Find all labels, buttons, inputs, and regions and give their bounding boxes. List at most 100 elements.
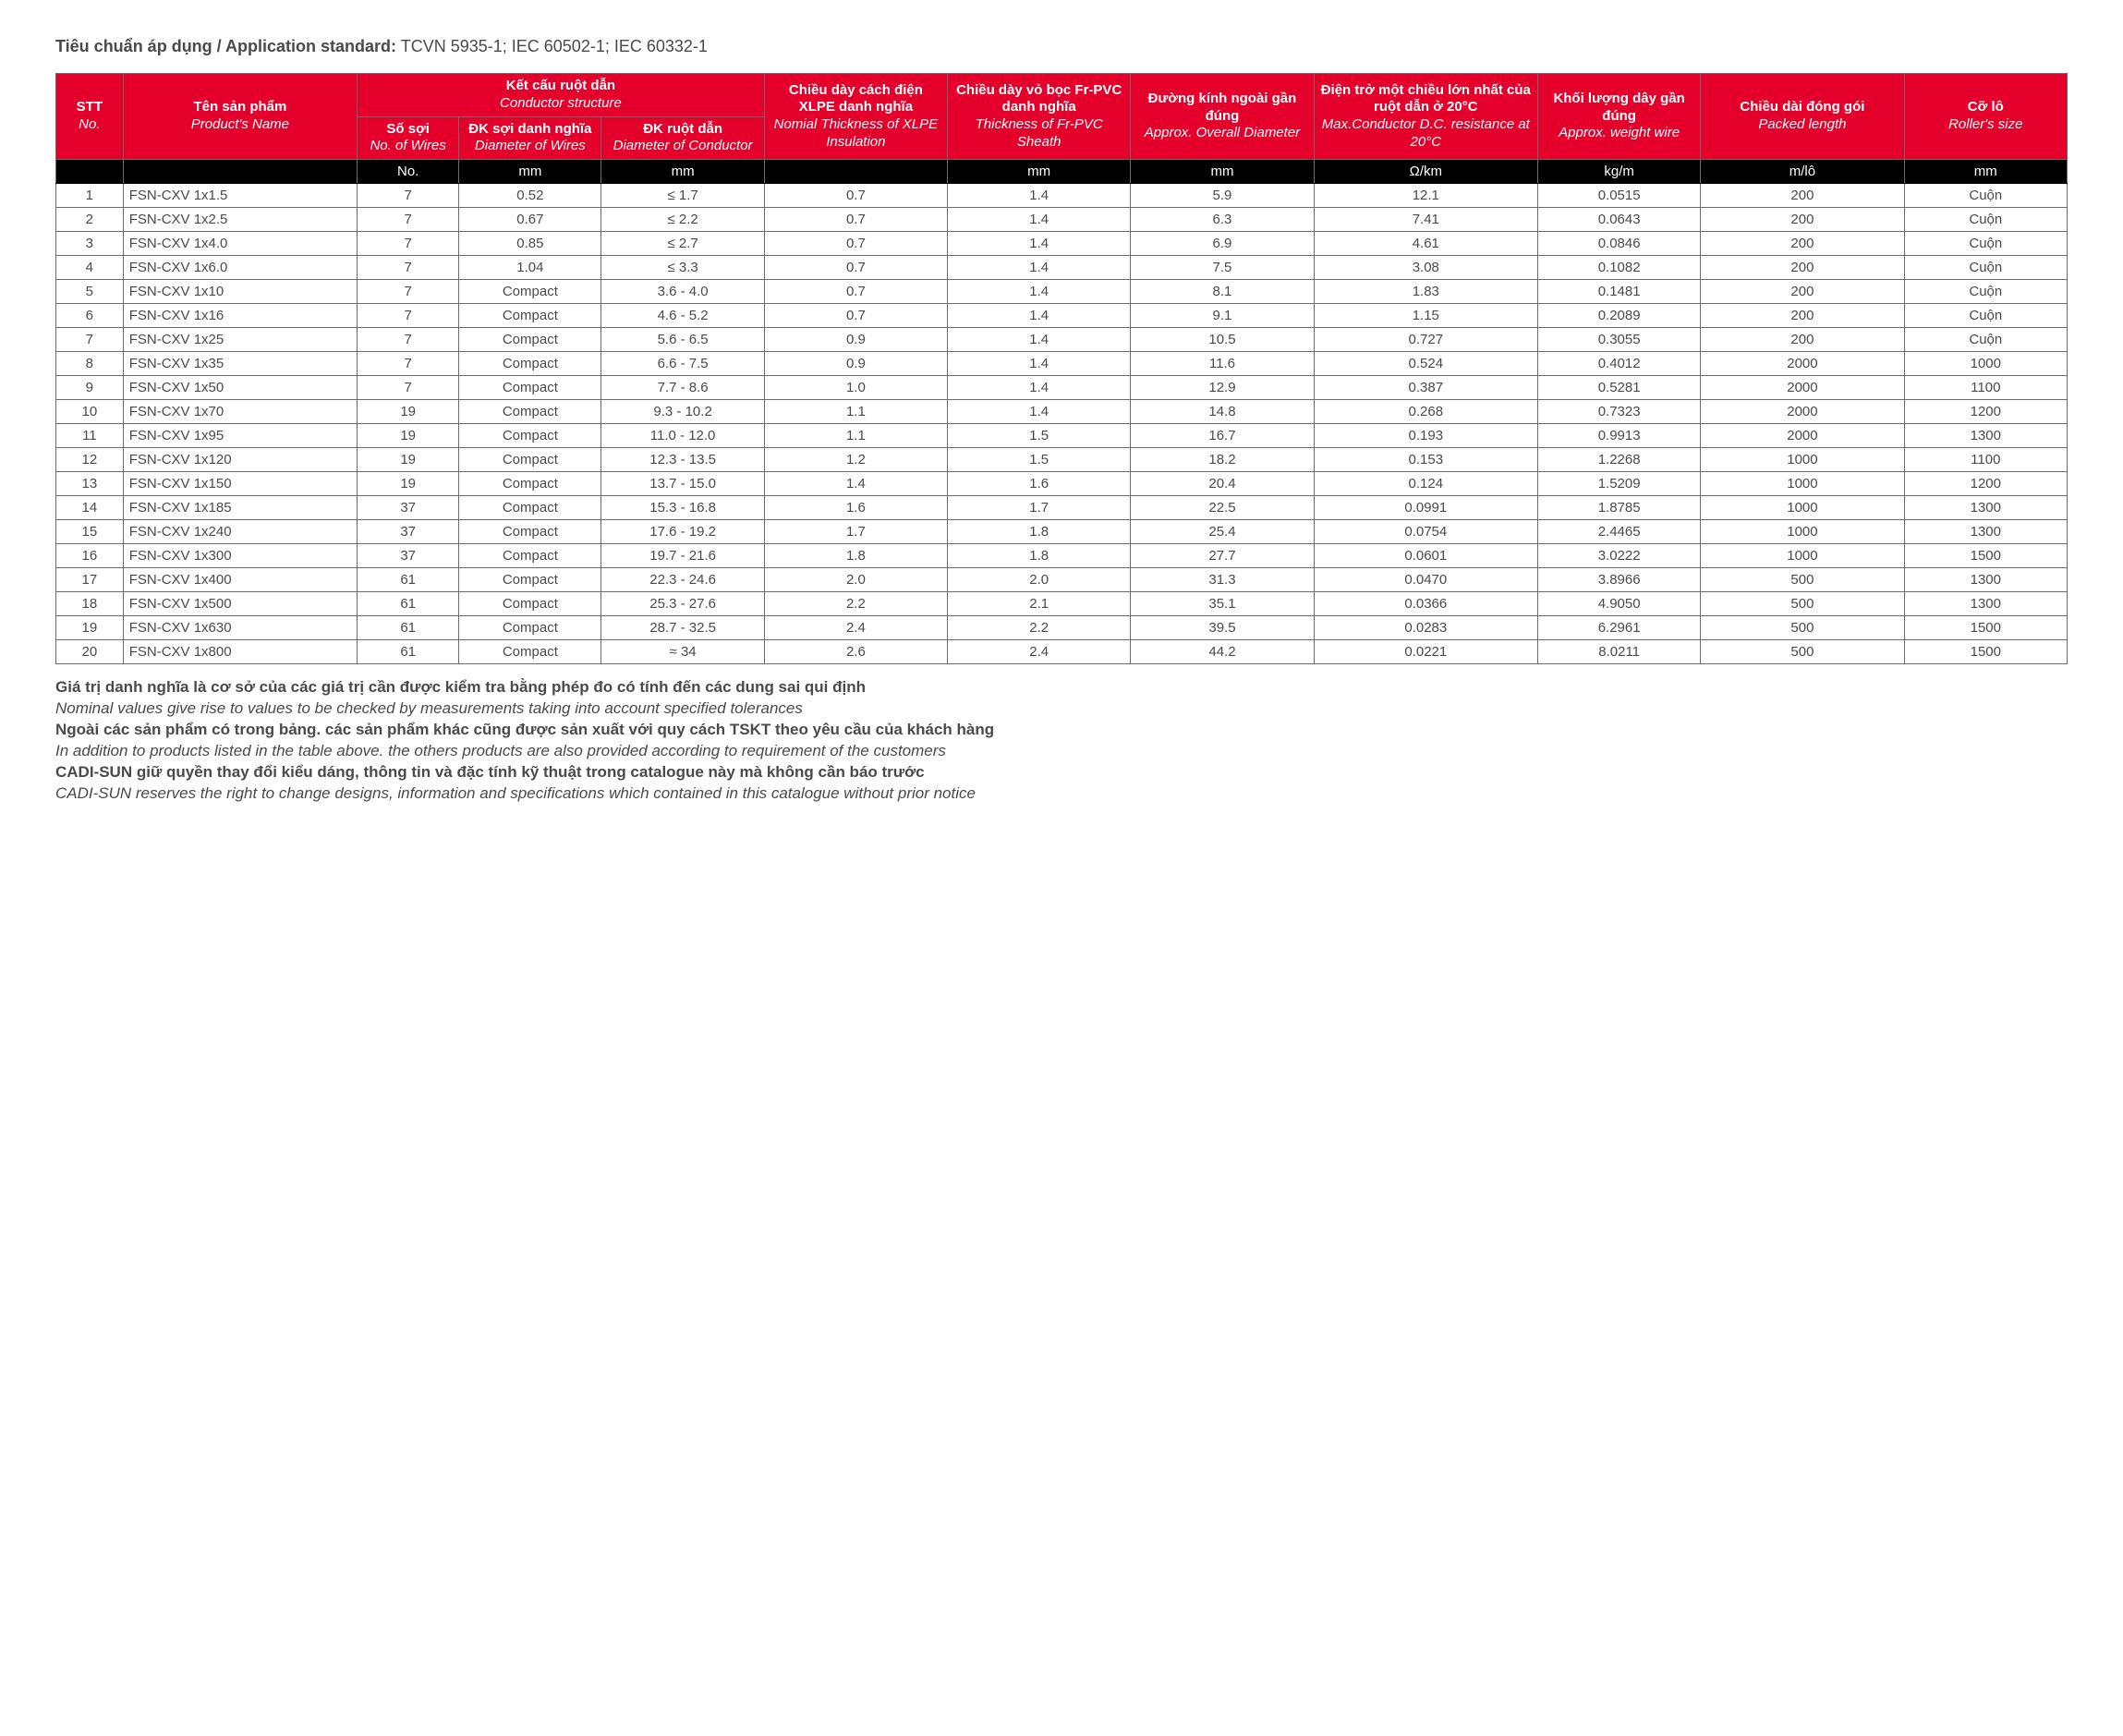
cell-re: 3.08 — [1314, 256, 1537, 280]
cell-od: 35.1 — [1131, 592, 1314, 616]
cell-n: 7 — [56, 328, 124, 352]
cell-name: FSN-CXV 1x10 — [123, 280, 357, 304]
table-row: 4FSN-CXV 1x6.071.04≤ 3.30.71.47.53.080.1… — [56, 256, 2068, 280]
cell-dc: 4.6 - 5.2 — [601, 304, 764, 328]
cell-n: 2 — [56, 208, 124, 232]
cell-ln: 500 — [1701, 592, 1904, 616]
cell-name: FSN-CXV 1x95 — [123, 424, 357, 448]
unit-xl — [764, 160, 947, 184]
unit-stt — [56, 160, 124, 184]
cell-pv: 1.4 — [948, 304, 1131, 328]
cell-ln: 200 — [1701, 208, 1904, 232]
cell-nw: 19 — [358, 472, 459, 496]
cell-od: 16.7 — [1131, 424, 1314, 448]
cell-dc: ≤ 3.3 — [601, 256, 764, 280]
unit-name — [123, 160, 357, 184]
hdr-wt: Khối lượng dây gần đúng Approx. weight w… — [1538, 74, 1701, 160]
cell-ln: 500 — [1701, 640, 1904, 664]
cell-rl: 1100 — [1904, 376, 2067, 400]
cell-od: 22.5 — [1131, 496, 1314, 520]
cell-rl: 1200 — [1904, 400, 2067, 424]
cell-xl: 0.7 — [764, 280, 947, 304]
cell-re: 4.61 — [1314, 232, 1537, 256]
cell-wt: 3.8966 — [1538, 568, 1701, 592]
cell-n: 1 — [56, 184, 124, 208]
cell-ln: 200 — [1701, 256, 1904, 280]
unit-wt: kg/m — [1538, 160, 1701, 184]
cell-n: 3 — [56, 232, 124, 256]
cell-rl: 1300 — [1904, 592, 2067, 616]
cell-rl: Cuộn — [1904, 208, 2067, 232]
cell-ln: 200 — [1701, 280, 1904, 304]
cell-nw: 19 — [358, 424, 459, 448]
cell-name: FSN-CXV 1x16 — [123, 304, 357, 328]
cell-pv: 1.4 — [948, 280, 1131, 304]
note-2-en: In addition to products listed in the ta… — [55, 741, 2068, 762]
cell-pv: 2.2 — [948, 616, 1131, 640]
cell-re: 7.41 — [1314, 208, 1537, 232]
cell-dc: 17.6 - 19.2 — [601, 520, 764, 544]
cell-nw: 7 — [358, 256, 459, 280]
cell-xl: 0.7 — [764, 256, 947, 280]
cell-n: 12 — [56, 448, 124, 472]
cell-name: FSN-CXV 1x25 — [123, 328, 357, 352]
cell-wt: 1.5209 — [1538, 472, 1701, 496]
cell-n: 4 — [56, 256, 124, 280]
cell-xl: 0.7 — [764, 304, 947, 328]
cell-wt: 2.4465 — [1538, 520, 1701, 544]
cell-dc: 13.7 - 15.0 — [601, 472, 764, 496]
cell-dw: Compact — [459, 496, 601, 520]
cell-wt: 0.5281 — [1538, 376, 1701, 400]
cell-pv: 1.4 — [948, 328, 1131, 352]
cell-nw: 61 — [358, 592, 459, 616]
hdr-od: Đường kính ngoài gần đúng Approx. Overal… — [1131, 74, 1314, 160]
cell-xl: 0.7 — [764, 184, 947, 208]
cell-wt: 1.2268 — [1538, 448, 1701, 472]
cell-xl: 1.0 — [764, 376, 947, 400]
cell-pv: 1.4 — [948, 400, 1131, 424]
unit-ln: m/lô — [1701, 160, 1904, 184]
cell-wt: 8.0211 — [1538, 640, 1701, 664]
table-row: 2FSN-CXV 1x2.570.67≤ 2.20.71.46.37.410.0… — [56, 208, 2068, 232]
cell-name: FSN-CXV 1x800 — [123, 640, 357, 664]
cell-wt: 0.0846 — [1538, 232, 1701, 256]
notes: Giá trị danh nghĩa là cơ sở của các giá … — [55, 677, 2068, 805]
cell-xl: 0.9 — [764, 328, 947, 352]
cell-od: 25.4 — [1131, 520, 1314, 544]
cell-xl: 2.4 — [764, 616, 947, 640]
table-body: No. mm mm mm mm Ω/km kg/m m/lô mm 1FSN-C… — [56, 160, 2068, 664]
cell-pv: 1.4 — [948, 352, 1131, 376]
cell-nw: 61 — [358, 640, 459, 664]
note-1-en: Nominal values give rise to values to be… — [55, 698, 2068, 720]
table-row: 14FSN-CXV 1x18537Compact15.3 - 16.81.61.… — [56, 496, 2068, 520]
cell-ln: 200 — [1701, 304, 1904, 328]
cell-re: 0.124 — [1314, 472, 1537, 496]
table-row: 7FSN-CXV 1x257Compact5.6 - 6.50.91.410.5… — [56, 328, 2068, 352]
cell-xl: 0.7 — [764, 232, 947, 256]
hdr-pvc: Chiều dày vỏ bọc Fr-PVC danh nghĩa Thick… — [948, 74, 1131, 160]
cell-pv: 1.5 — [948, 424, 1131, 448]
cell-nw: 61 — [358, 616, 459, 640]
cell-nw: 19 — [358, 448, 459, 472]
cell-pv: 1.6 — [948, 472, 1131, 496]
cell-nw: 61 — [358, 568, 459, 592]
hdr-no-wires: Số sợi No. of Wires — [358, 116, 459, 160]
table-row: 19FSN-CXV 1x63061Compact28.7 - 32.52.42.… — [56, 616, 2068, 640]
cell-ln: 1000 — [1701, 496, 1904, 520]
cell-rl: 1300 — [1904, 496, 2067, 520]
cell-n: 8 — [56, 352, 124, 376]
cell-ln: 1000 — [1701, 520, 1904, 544]
unit-rl: mm — [1904, 160, 2067, 184]
cell-n: 15 — [56, 520, 124, 544]
cell-dc: 5.6 - 6.5 — [601, 328, 764, 352]
note-3-en: CADI-SUN reserves the right to change de… — [55, 783, 2068, 805]
hdr-conductor-group: Kết cấu ruột dẫn Conductor structure — [358, 74, 765, 117]
cell-nw: 37 — [358, 544, 459, 568]
cell-dw: Compact — [459, 376, 601, 400]
cell-dw: 0.85 — [459, 232, 601, 256]
cell-rl: 1300 — [1904, 520, 2067, 544]
cell-od: 27.7 — [1131, 544, 1314, 568]
cell-dc: ≈ 34 — [601, 640, 764, 664]
hdr-xlpe: Chiều dày cách điện XLPE danh nghĩa Nomi… — [764, 74, 947, 160]
cell-wt: 0.9913 — [1538, 424, 1701, 448]
